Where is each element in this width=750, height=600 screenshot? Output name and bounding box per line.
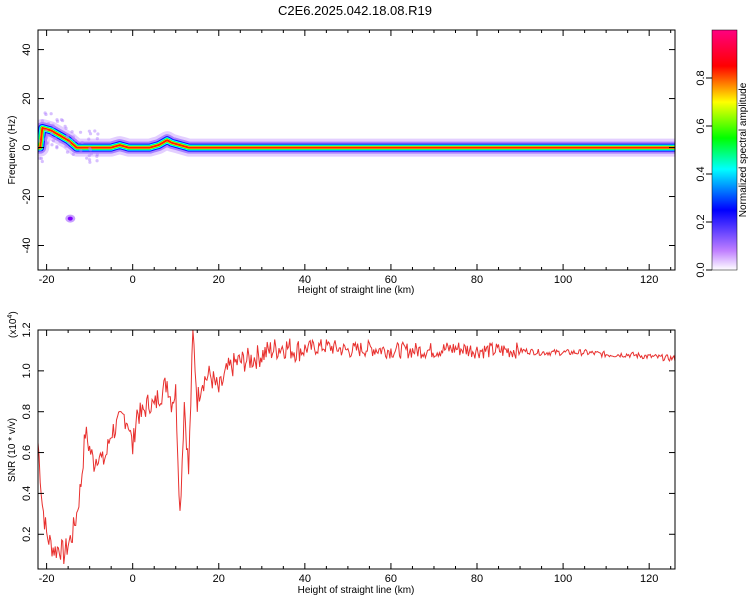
- colorbar-tick-label: 0.8: [695, 70, 707, 85]
- snr-xtick-label: 0: [130, 573, 136, 585]
- spec-ytick-label: -20: [21, 189, 33, 205]
- heatmap-noise-point: [96, 137, 99, 140]
- heatmap-noise-point: [41, 119, 44, 122]
- snr-ytick-label: 1.0: [21, 363, 33, 378]
- heatmap-noise-point: [89, 132, 92, 135]
- snr-xtick-label: -20: [39, 573, 55, 585]
- heatmap-noise-point: [44, 113, 47, 116]
- colorbar-gradient: [712, 30, 737, 270]
- spectrogram-ticks: -20 0 20 40 60 80 100 120 -40 -20 0 20 40: [21, 30, 675, 286]
- snr-series-line: [38, 330, 675, 564]
- colorbar-tick-label: 0.6: [695, 118, 707, 133]
- heatmap-noise-point: [39, 150, 42, 153]
- snr-ticks: -20 0 20 40 60 80 100 120 0.2 0.4 0.6 0.8 1.0 1.2: [21, 322, 675, 585]
- snr-xtick-label: 60: [385, 573, 397, 585]
- heatmap-noise-point: [72, 135, 75, 138]
- heatmap-noise-point: [66, 151, 69, 154]
- snr-xlabel: Height of straight line (km): [298, 585, 415, 596]
- spec-xtick-label: 20: [213, 274, 225, 286]
- multiplier-close: ): [8, 311, 19, 314]
- heatmap-noise-point: [47, 122, 50, 125]
- colorbar: 0.0 0.2 0.4 0.6 0.8 Normalized spectral ampl…: [695, 30, 749, 278]
- colorbar-tick-label: 0.4: [695, 166, 707, 181]
- heatmap-noise-point: [70, 130, 73, 133]
- heatmap-noise-point: [60, 118, 63, 121]
- colorbar-ticks: 0.0 0.2 0.4 0.6 0.8: [695, 70, 712, 277]
- snr-frame: [38, 330, 675, 569]
- spec-ytick-label: 40: [21, 43, 33, 55]
- heatmap-noise-point: [46, 141, 49, 144]
- heatmap-noise-point: [67, 141, 70, 144]
- chart-title: C2E6.2025.042.18.08.R19: [278, 3, 432, 18]
- snr-multiplier: (x104): [7, 311, 19, 338]
- heatmap-noise-point: [38, 157, 41, 160]
- heatmap-noise-point: [96, 153, 99, 156]
- heatmap-noise-point: [54, 137, 57, 140]
- heatmap-noise-point: [88, 161, 91, 164]
- heatmap-noise-point: [93, 129, 96, 132]
- spectrogram-xlabel: Height of straight line (km): [298, 285, 415, 296]
- heatmap-noise-point: [44, 138, 47, 141]
- heatmap-noise-point: [79, 149, 82, 152]
- heatmap-outlier-core: [68, 217, 73, 221]
- heatmap-noise-point: [72, 153, 75, 156]
- snr-ytick-label: 0.6: [21, 445, 33, 460]
- snr-ytick-label: 0.2: [21, 527, 33, 542]
- spectrogram-panel: -20 0 20 40 60 80 100 120 -40 -20 0 20 40 Height of …: [7, 30, 675, 296]
- snr-ytick-label: 1.2: [21, 322, 33, 337]
- heatmap-ridge-band: [38, 128, 675, 148]
- snr-xtick-label: 20: [213, 573, 225, 585]
- heatmap-noise-point: [90, 152, 93, 155]
- spec-xtick-label: 120: [640, 274, 658, 286]
- svg-text:(x104): (x104): [7, 311, 19, 338]
- heatmap-noise-point: [50, 112, 53, 115]
- spec-xtick-label: -20: [39, 274, 55, 286]
- heatmap-noise-point: [74, 139, 77, 142]
- heatmap-noise-point: [85, 157, 88, 160]
- heatmap-layer: [37, 111, 675, 222]
- snr-xtick-label: 40: [299, 573, 311, 585]
- colorbar-label: Normalized spectral amplitude: [738, 82, 749, 217]
- heatmap-noise-point: [55, 118, 58, 121]
- snr-xtick-label: 80: [471, 573, 483, 585]
- spec-ytick-label: -40: [21, 238, 33, 254]
- heatmap-noise-point: [64, 145, 67, 148]
- heatmap-noise-point: [41, 160, 44, 163]
- snr-panel: -20 0 20 40 60 80 100 120 0.2 0.4 0.6 0.8 1.0 1.2 Hei…: [7, 311, 675, 596]
- heatmap-noise-point: [50, 143, 53, 146]
- spectrogram-ylabel: Frequency (Hz): [7, 116, 18, 185]
- heatmap-noise-point: [59, 140, 62, 143]
- snr-xtick-label: 100: [554, 573, 572, 585]
- spec-ytick-label: 0: [21, 144, 33, 150]
- multiplier-base: (x10: [8, 318, 19, 338]
- snr-line-layer: [38, 330, 675, 564]
- spec-xtick-label: 0: [130, 274, 136, 286]
- heatmap-noise-point: [51, 124, 54, 127]
- heatmap-noise-point: [81, 141, 84, 144]
- heatmap-noise-point: [44, 129, 47, 132]
- heatmap-noise-point: [50, 132, 53, 135]
- spec-xtick-label: 80: [471, 274, 483, 286]
- spec-ytick-label: 20: [21, 92, 33, 104]
- heatmap-noise-point: [87, 138, 90, 141]
- snr-ylabel: SNR (10 * v/v): [7, 418, 18, 482]
- colorbar-tick-label: 0.2: [695, 214, 707, 229]
- heatmap-noise-point: [95, 159, 98, 162]
- heatmap-noise-point: [64, 127, 67, 130]
- heatmap-noise-point: [96, 132, 99, 135]
- snr-xtick-label: 120: [640, 573, 658, 585]
- snr-ytick-label: 0.8: [21, 404, 33, 419]
- spec-xtick-label: 100: [554, 274, 572, 286]
- colorbar-tick-label: 0.0: [695, 262, 707, 277]
- heatmap-noise-point: [88, 147, 91, 150]
- heatmap-noise-point: [55, 145, 58, 148]
- heatmap-noise-point: [52, 139, 55, 142]
- heatmap-noise-point: [66, 134, 69, 137]
- snr-ytick-label: 0.4: [21, 486, 33, 501]
- heatmap-noise-point: [79, 131, 82, 134]
